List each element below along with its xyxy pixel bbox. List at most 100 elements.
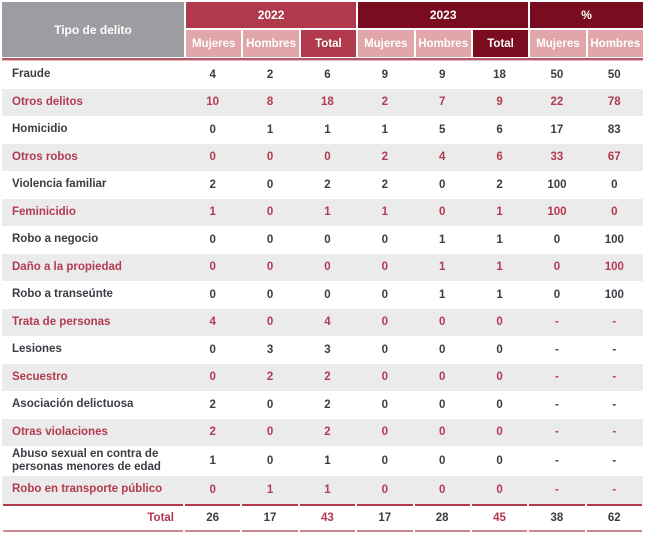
cell-value: 0: [381, 343, 389, 356]
cell-value: 0: [553, 288, 561, 301]
row-label: Daño a la propiedad: [12, 260, 122, 273]
cell-value: 1: [209, 206, 216, 219]
cell-value: 0: [324, 261, 331, 274]
cell-value: -: [612, 483, 617, 496]
cell-value: -: [555, 483, 559, 496]
cell-value: 17: [550, 123, 564, 136]
cell-value: 0: [438, 398, 446, 411]
table-row: Abuso sexual en contra de personas menor…: [2, 446, 643, 476]
cell-value: 0: [438, 316, 446, 329]
cell-value: 50: [607, 68, 621, 81]
total-cell-value: 26: [184, 503, 241, 532]
cell-value: 1: [209, 455, 216, 467]
cell-value: 0: [611, 206, 618, 219]
table-header: Tipo de delito 2022 2023 % Mujeres Hombr…: [2, 2, 643, 57]
cell-value: 1: [381, 123, 389, 136]
cell-value: 6: [324, 68, 331, 81]
row-label: Robo en transporte público: [12, 483, 163, 496]
cell-value: -: [612, 316, 617, 329]
cell-value: 2: [209, 398, 216, 411]
col-header-pct-hombres: Hombres: [587, 30, 643, 57]
cell-value: 0: [438, 343, 446, 356]
cell-value: 0: [438, 371, 446, 384]
cell-value: 0: [266, 426, 274, 439]
cell-value: 50: [550, 68, 564, 81]
cell-value: 0: [266, 233, 274, 246]
group-header-2023: 2023: [358, 2, 529, 28]
table-row: Robo en transporte público 0 1 1 0 0 0 - -: [2, 476, 643, 504]
cell-value: 0: [266, 151, 274, 164]
cell-value: 0: [209, 343, 216, 356]
cell-value: -: [555, 371, 559, 384]
cell-value: 78: [607, 96, 621, 109]
cell-value: 0: [496, 398, 503, 411]
row-label: Feminicidio: [12, 205, 76, 218]
table-row: Daño a la propiedad 0 0 0 0 1 1 0 100: [2, 253, 643, 281]
col-header-2022-total: Total: [300, 30, 357, 57]
total-cell-value: 17: [356, 503, 413, 532]
col-header-2023-mujeres: Mujeres: [358, 30, 414, 57]
cell-value: 18: [321, 96, 334, 109]
cell-value: 0: [438, 483, 446, 496]
cell-value: 0: [496, 343, 503, 356]
cell-value: 0: [611, 178, 618, 191]
cell-value: 0: [266, 206, 274, 219]
row-label: Otros robos: [12, 150, 78, 163]
cell-value: 0: [266, 261, 274, 274]
cell-value: 0: [438, 178, 446, 191]
cell-value: 1: [496, 206, 503, 219]
cell-value: 4: [209, 316, 216, 329]
cell-value: 22: [550, 96, 564, 109]
cell-value: -: [555, 316, 559, 329]
cell-value: 0: [438, 426, 446, 439]
cell-value: 0: [266, 288, 274, 301]
cell-value: 2: [324, 398, 331, 411]
table-row: Asociación delictuosa 2 0 2 0 0 0 - -: [2, 391, 643, 419]
cell-value: 0: [266, 316, 274, 329]
cell-value: 0: [496, 371, 503, 384]
cell-value: 1: [438, 288, 446, 301]
cell-value: 0: [381, 455, 389, 467]
cell-value: 0: [209, 233, 216, 246]
cell-value: 1: [266, 123, 274, 136]
cell-value: 6: [496, 123, 503, 136]
total-row-label: Total: [2, 503, 184, 532]
cell-value: 0: [324, 233, 331, 246]
col-header-2023-total: Total: [472, 30, 529, 57]
cell-value: 0: [438, 206, 446, 219]
table-row: Otros delitos 10 8 18 2 7 9 22 78: [2, 88, 643, 116]
col-header-2022-hombres: Hombres: [243, 30, 299, 57]
cell-value: 6: [496, 151, 503, 164]
cell-value: 8: [266, 96, 274, 109]
col-header-pct-mujeres: Mujeres: [530, 30, 586, 57]
cell-value: 2: [324, 426, 331, 439]
cell-value: 4: [209, 68, 216, 81]
cell-value: -: [555, 426, 559, 439]
cell-value: 1: [381, 206, 389, 219]
cell-value: 100: [604, 233, 624, 246]
row-label: Otras violaciones: [12, 425, 108, 438]
table-row: Trata de personas 4 0 4 0 0 0 - -: [2, 308, 643, 336]
cell-value: 1: [324, 123, 331, 136]
row-label: Violencia familiar: [12, 178, 107, 191]
cell-value: 0: [209, 123, 216, 136]
cell-value: 100: [604, 288, 624, 301]
cell-value: 3: [266, 343, 274, 356]
cell-value: 0: [381, 261, 389, 274]
cell-value: 9: [381, 68, 389, 81]
cell-value: 0: [324, 288, 331, 301]
cell-value: 1: [496, 288, 503, 301]
cell-value: 0: [381, 398, 389, 411]
total-cell-value: 43: [299, 503, 356, 532]
cell-value: 0: [496, 316, 503, 329]
cell-value: 0: [438, 455, 446, 467]
cell-value: 0: [209, 371, 216, 384]
total-cell-value: 62: [586, 503, 643, 532]
table-row: Otras violaciones 2 0 2 0 0 0 - -: [2, 418, 643, 446]
cell-value: -: [612, 455, 617, 467]
table-row: Secuestro 0 2 2 0 0 0 - -: [2, 363, 643, 391]
cell-value: 0: [266, 455, 274, 467]
cell-value: 2: [324, 371, 331, 384]
total-row: Total 26 17 43 17 28 45 38 62: [2, 503, 643, 532]
cell-value: 4: [438, 151, 446, 164]
